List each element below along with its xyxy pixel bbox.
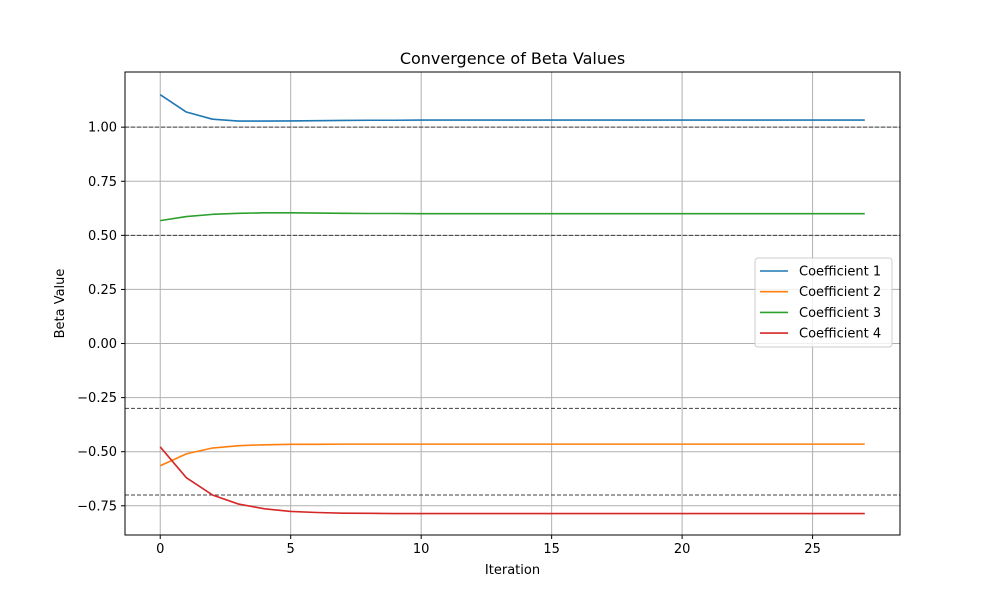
x-tick-label: 10 <box>413 542 430 557</box>
y-tick-label: −0.25 <box>77 391 117 406</box>
x-tick-label: 25 <box>804 542 821 557</box>
legend-label: Coefficient 4 <box>799 327 881 342</box>
reference-lines <box>125 126 900 496</box>
x-axis-title: Iteration <box>485 563 540 578</box>
legend-label: Coefficient 2 <box>799 285 881 300</box>
x-tick-label: 5 <box>287 542 295 557</box>
y-tick-label: 0.25 <box>88 283 117 298</box>
axis-ticks: 0 5 10 15 20 25 −0.75 −0.50 −0.25 0.00 0.25 0.50 0.7… <box>77 121 821 557</box>
y-tick-label: −0.75 <box>77 499 117 514</box>
x-tick-label: 15 <box>543 542 560 557</box>
series-lines <box>159 94 865 515</box>
chart-title: Convergence of Beta Values <box>400 49 625 68</box>
y-tick-label: 0.00 <box>88 337 117 352</box>
x-tick-label: 0 <box>156 542 164 557</box>
y-tick-label: 0.75 <box>88 175 117 190</box>
y-axis-title: Beta Value <box>53 269 68 339</box>
legend-label: Coefficient 1 <box>799 265 881 280</box>
series-line-coefficient-3 <box>160 212 865 222</box>
plot-area-frame <box>124 71 901 536</box>
legend-label: Coefficient 3 <box>799 306 881 321</box>
y-tick-label: 0.50 <box>88 229 117 244</box>
y-tick-label: −0.50 <box>77 445 117 460</box>
x-tick-label: 20 <box>674 542 691 557</box>
legend: Coefficient 1 Coefficient 2 Coefficient 3 C… <box>754 257 893 348</box>
series-line-coefficient-2 <box>159 443 865 467</box>
y-tick-label: 1.00 <box>88 121 117 136</box>
series-line-coefficient-1 <box>159 94 865 122</box>
legend-box <box>754 257 893 348</box>
series-line-coefficient-4 <box>159 446 865 515</box>
